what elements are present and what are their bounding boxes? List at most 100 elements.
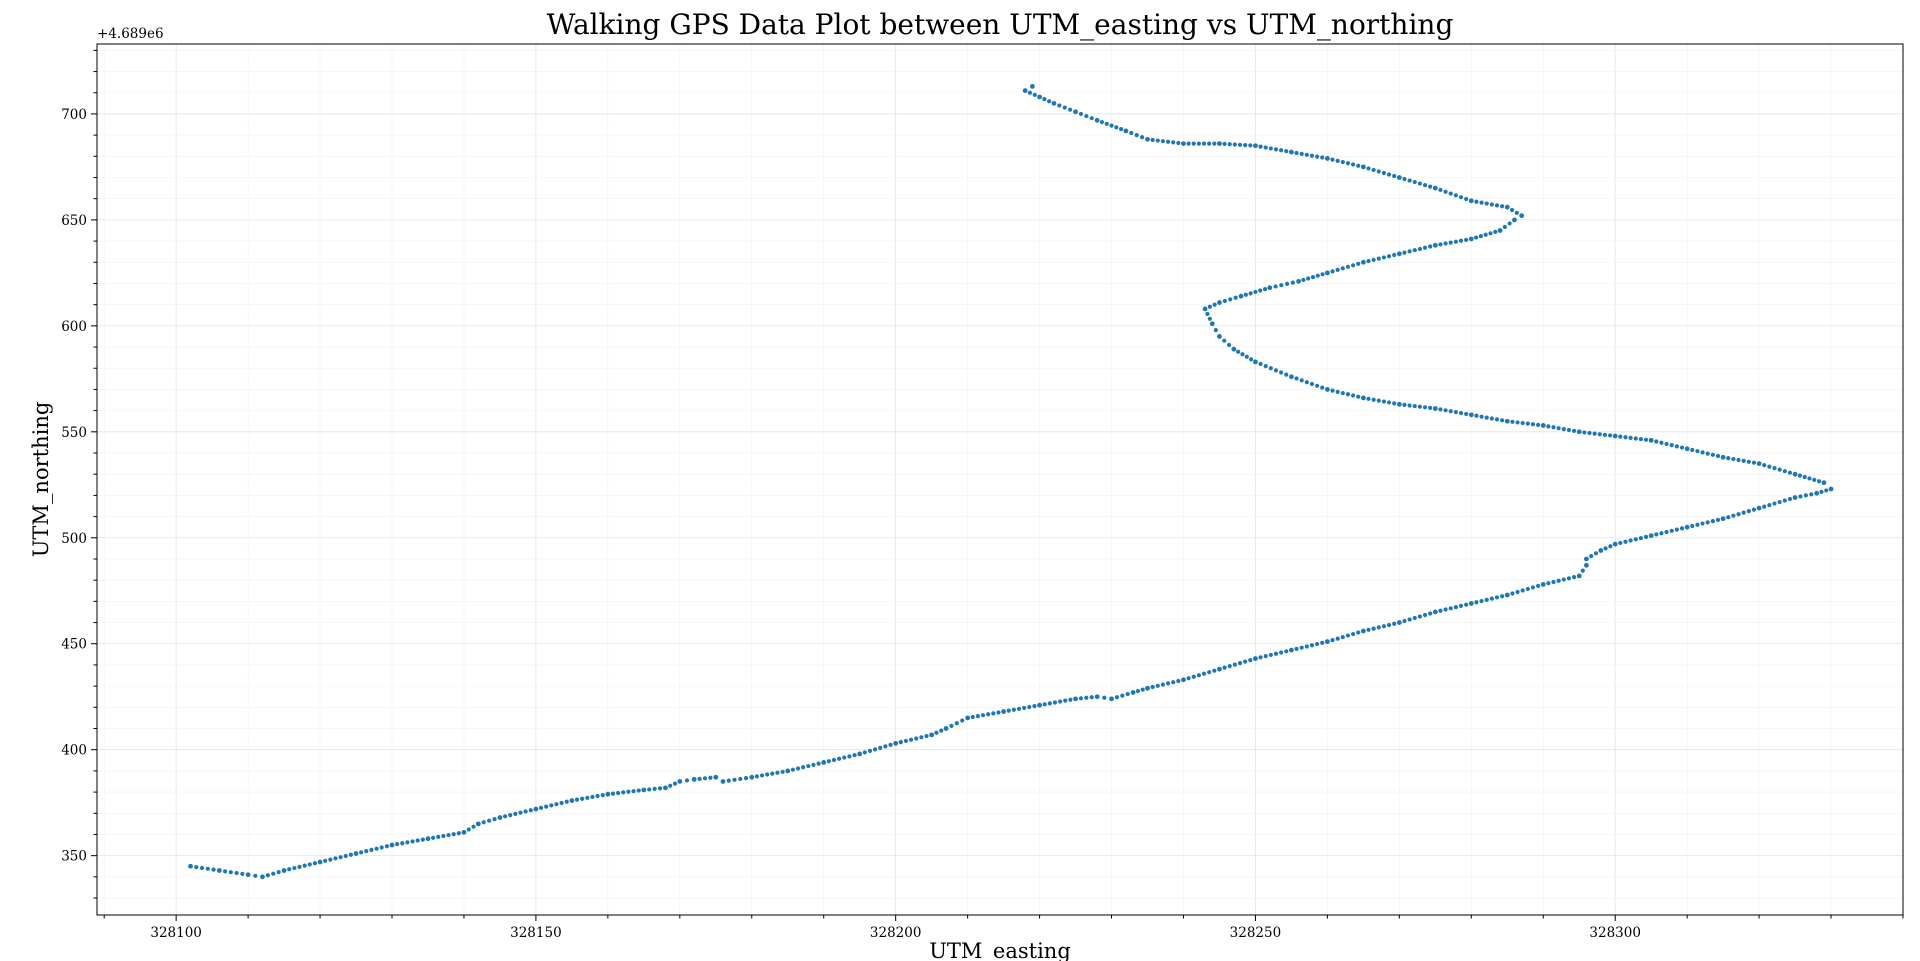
data-point — [1238, 293, 1244, 299]
data-point — [389, 842, 395, 848]
data-point-trail — [1366, 258, 1371, 264]
data-point-trail — [991, 711, 996, 716]
data-point — [1396, 401, 1402, 407]
data-point-trail — [980, 713, 986, 718]
data-point-trail — [1474, 413, 1479, 418]
data-point — [475, 821, 481, 827]
data-point-trail — [1366, 627, 1371, 632]
data-point — [1512, 217, 1517, 223]
data-point-trail — [1320, 272, 1325, 277]
data-point-trail — [1201, 671, 1207, 676]
data-point-trail — [1751, 507, 1757, 512]
data-point-trail — [1335, 636, 1340, 641]
y-tick-label: 550 — [61, 425, 87, 441]
data-point-trail — [1273, 284, 1278, 289]
y-tick-label: 450 — [61, 637, 87, 653]
data-point-trail — [1561, 577, 1566, 582]
data-point-trail — [1422, 245, 1428, 250]
data-point-trail — [1232, 142, 1237, 147]
data-point-trail — [1249, 357, 1254, 362]
data-point-trail — [1207, 141, 1212, 146]
y-tick-label: 400 — [61, 743, 87, 759]
data-point-trail — [549, 803, 554, 808]
data-point-trail — [1514, 210, 1519, 215]
data-point-trail — [1478, 234, 1483, 239]
data-point-trail — [765, 772, 770, 777]
data-point-trail — [1762, 504, 1767, 509]
data-point — [1209, 321, 1215, 327]
data-point-trail — [1422, 405, 1428, 410]
data-point-trail — [1309, 381, 1315, 387]
y-tick-label: 600 — [61, 319, 87, 335]
data-point-trail — [1084, 113, 1089, 119]
data-point-trail — [1509, 207, 1515, 213]
data-point-trail — [1213, 327, 1218, 333]
data-point-trail — [1068, 697, 1073, 702]
data-point-trail — [1500, 594, 1505, 599]
data-point-trail — [271, 871, 276, 876]
data-point-trail — [205, 866, 210, 871]
data-point-trail — [312, 861, 318, 866]
data-point-trail — [1407, 249, 1412, 254]
data-point-trail — [954, 721, 959, 726]
data-point-trail — [770, 771, 775, 776]
data-point-trail — [1227, 142, 1232, 147]
data-point-trail — [1089, 116, 1094, 121]
data-point-trail — [528, 808, 533, 813]
data-point — [1684, 446, 1690, 452]
data-point-trail — [1222, 298, 1227, 304]
data-point-trail — [1196, 673, 1201, 678]
data-point-trail — [616, 790, 621, 796]
data-point-trail — [1643, 437, 1649, 442]
data-point-trail — [1659, 531, 1664, 536]
data-point-trail — [265, 873, 270, 878]
data-point-trail — [1402, 618, 1407, 624]
data-point — [1598, 548, 1604, 553]
data-point-trail — [702, 776, 708, 781]
data-point — [1504, 418, 1510, 424]
data-point-trail — [924, 733, 929, 739]
y-offset-label: +4.689e6 — [97, 26, 164, 42]
data-point — [1720, 454, 1726, 460]
data-point-trail — [1376, 398, 1381, 403]
data-point — [1756, 461, 1762, 467]
data-point-trail — [1022, 705, 1027, 711]
data-point-trail — [580, 796, 585, 801]
data-point — [943, 726, 949, 731]
data-point-trail — [1407, 178, 1412, 183]
data-point-trail — [1345, 633, 1351, 638]
data-point-trail — [1664, 529, 1669, 535]
data-point-trail — [1381, 170, 1387, 176]
data-point-trail — [837, 756, 842, 761]
data-point — [1073, 696, 1078, 702]
data-point — [533, 806, 539, 812]
data-point-trail — [234, 870, 239, 876]
data-point-trail — [1140, 135, 1145, 140]
data-point-trail — [1222, 665, 1227, 670]
data-point-trail — [684, 778, 690, 783]
data-point-trail — [1458, 603, 1464, 608]
data-point-trail — [1376, 625, 1381, 630]
data-point — [1756, 505, 1762, 511]
data-point — [1130, 690, 1136, 695]
data-point — [1289, 374, 1294, 380]
data-point-trail — [1458, 238, 1464, 243]
data-point — [965, 715, 971, 721]
data-point-trail — [1237, 661, 1243, 666]
data-point-trail — [1350, 263, 1356, 268]
data-point — [1324, 156, 1330, 161]
data-point-trail — [1248, 291, 1253, 296]
data-point-trail — [1253, 289, 1258, 295]
data-point-trail — [600, 793, 605, 798]
y-tick-label: 500 — [61, 531, 87, 547]
data-point-trail — [1140, 687, 1145, 692]
data-point — [713, 774, 719, 780]
data-point-trail — [610, 791, 616, 796]
data-point-trail — [1438, 608, 1443, 613]
data-point-trail — [1705, 520, 1710, 525]
x-tick-label: 328300 — [1589, 925, 1641, 941]
data-point-trail — [1525, 421, 1530, 426]
data-point — [1432, 185, 1438, 191]
data-point-trail — [1165, 139, 1171, 144]
